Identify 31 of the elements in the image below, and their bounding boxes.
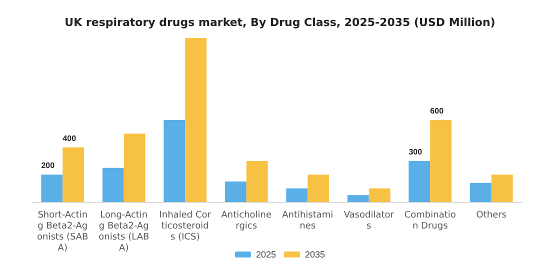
bar [368,188,390,202]
bar [308,174,330,202]
bar [246,161,268,202]
data-label: 600 [430,106,444,116]
x-tick-label: Anticholinergics [221,210,272,232]
data-label: 300 [408,148,423,156]
x-tick-label: Antihistamines [282,210,334,232]
bar [124,134,146,202]
bar [470,182,492,202]
bar [347,195,369,202]
data-label: 200 [41,161,56,170]
bar [224,182,246,202]
x-tick-label: Short-Acting Beta2-Agonists (SABA) [37,210,88,254]
x-tick-label: Combination Drugs [404,210,456,232]
x-tick-label: Others [476,210,507,220]
x-tick-label: Vasodilators [344,210,394,232]
bar [102,168,124,202]
bar [41,174,63,202]
bar [491,174,513,202]
x-tick-label: Long-Acting Beta2-Agonists (LABA) [98,210,150,254]
chart-title: UK respiratory drugs market, By Drug Class, 2025-2035 (USD Million) [64,16,496,29]
data-label: 400 [62,134,77,143]
bar [164,120,186,202]
x-tick-label: Inhaled Corticosteroids (ICS) [159,210,212,242]
legend-label: 2025 [256,250,276,260]
bar [185,38,207,202]
bar [430,120,452,202]
bar [62,147,84,202]
legend-label: 2035 [305,250,326,260]
bar [286,188,308,202]
bar [408,161,430,202]
